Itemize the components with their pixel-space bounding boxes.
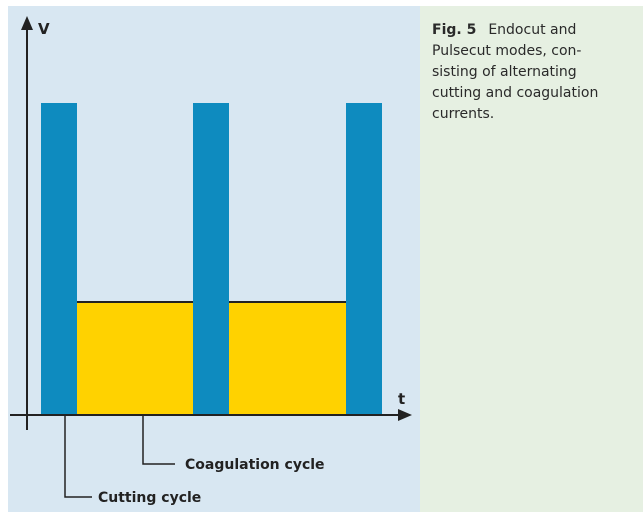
cutting-pulse — [193, 103, 229, 415]
callout-label: Coagulation cycle — [185, 457, 325, 473]
caption-panel — [420, 6, 643, 512]
caption-line: currents. — [432, 106, 494, 122]
cutting-pulse — [41, 103, 77, 415]
caption-line: Endocut and — [488, 22, 576, 38]
callout-line — [142, 415, 175, 465]
y-axis-label: V — [38, 20, 50, 38]
caption-line: sisting of alternating — [432, 64, 577, 80]
x-axis-arrow — [398, 409, 412, 421]
cutting-pulse — [346, 103, 382, 415]
caption-text: Endocut and Pulsecut modes, con-sisting o… — [432, 22, 598, 122]
coagulation-block — [229, 302, 346, 415]
callout-line — [64, 415, 92, 498]
x-axis-label: t — [398, 390, 405, 408]
coagulation-block — [77, 302, 193, 415]
callout-label: Cutting cycle — [98, 490, 201, 506]
caption-line: cutting and coagulation — [432, 85, 598, 101]
caption-label: Fig. 5 — [432, 22, 476, 38]
y-axis-arrow — [21, 16, 33, 30]
caption-line: Pulsecut modes, con- — [432, 43, 581, 59]
